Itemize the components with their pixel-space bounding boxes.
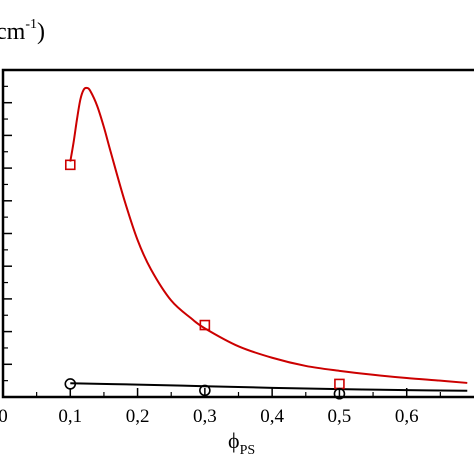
x-tick-label: 0,1	[58, 406, 82, 427]
x-axis-label: ϕPS	[228, 428, 255, 458]
x-axis-label-subscript: PS	[240, 443, 256, 458]
x-tick-label: 0,4	[260, 406, 284, 427]
y-axis-label-unit: cm	[0, 19, 26, 45]
series-2-circle-marker	[333, 387, 346, 400]
series-1-square-marker	[199, 319, 211, 331]
x-tick-label: 0,5	[328, 406, 352, 427]
x-tick-label: 0,3	[193, 406, 217, 427]
plot-frame	[1, 68, 474, 399]
series-1-fit-line	[69, 86, 468, 384]
x-tick-label: 0	[0, 406, 8, 427]
y-axis-label-exponent: -1	[25, 17, 37, 32]
x-tick-label: 0,2	[126, 406, 150, 427]
series-2-fit-line	[70, 382, 468, 392]
series-1-square-marker	[64, 159, 76, 171]
series-2-circle-marker	[64, 378, 77, 390]
x-tick-label: 0,6	[395, 406, 419, 427]
x-axis-label-symbol: ϕ	[228, 428, 240, 453]
series-1-square-marker	[334, 378, 345, 390]
y-axis-label-close: )	[37, 19, 45, 45]
series-2-circle-marker	[199, 384, 211, 397]
y-axis-label: cm-1)	[0, 17, 45, 45]
